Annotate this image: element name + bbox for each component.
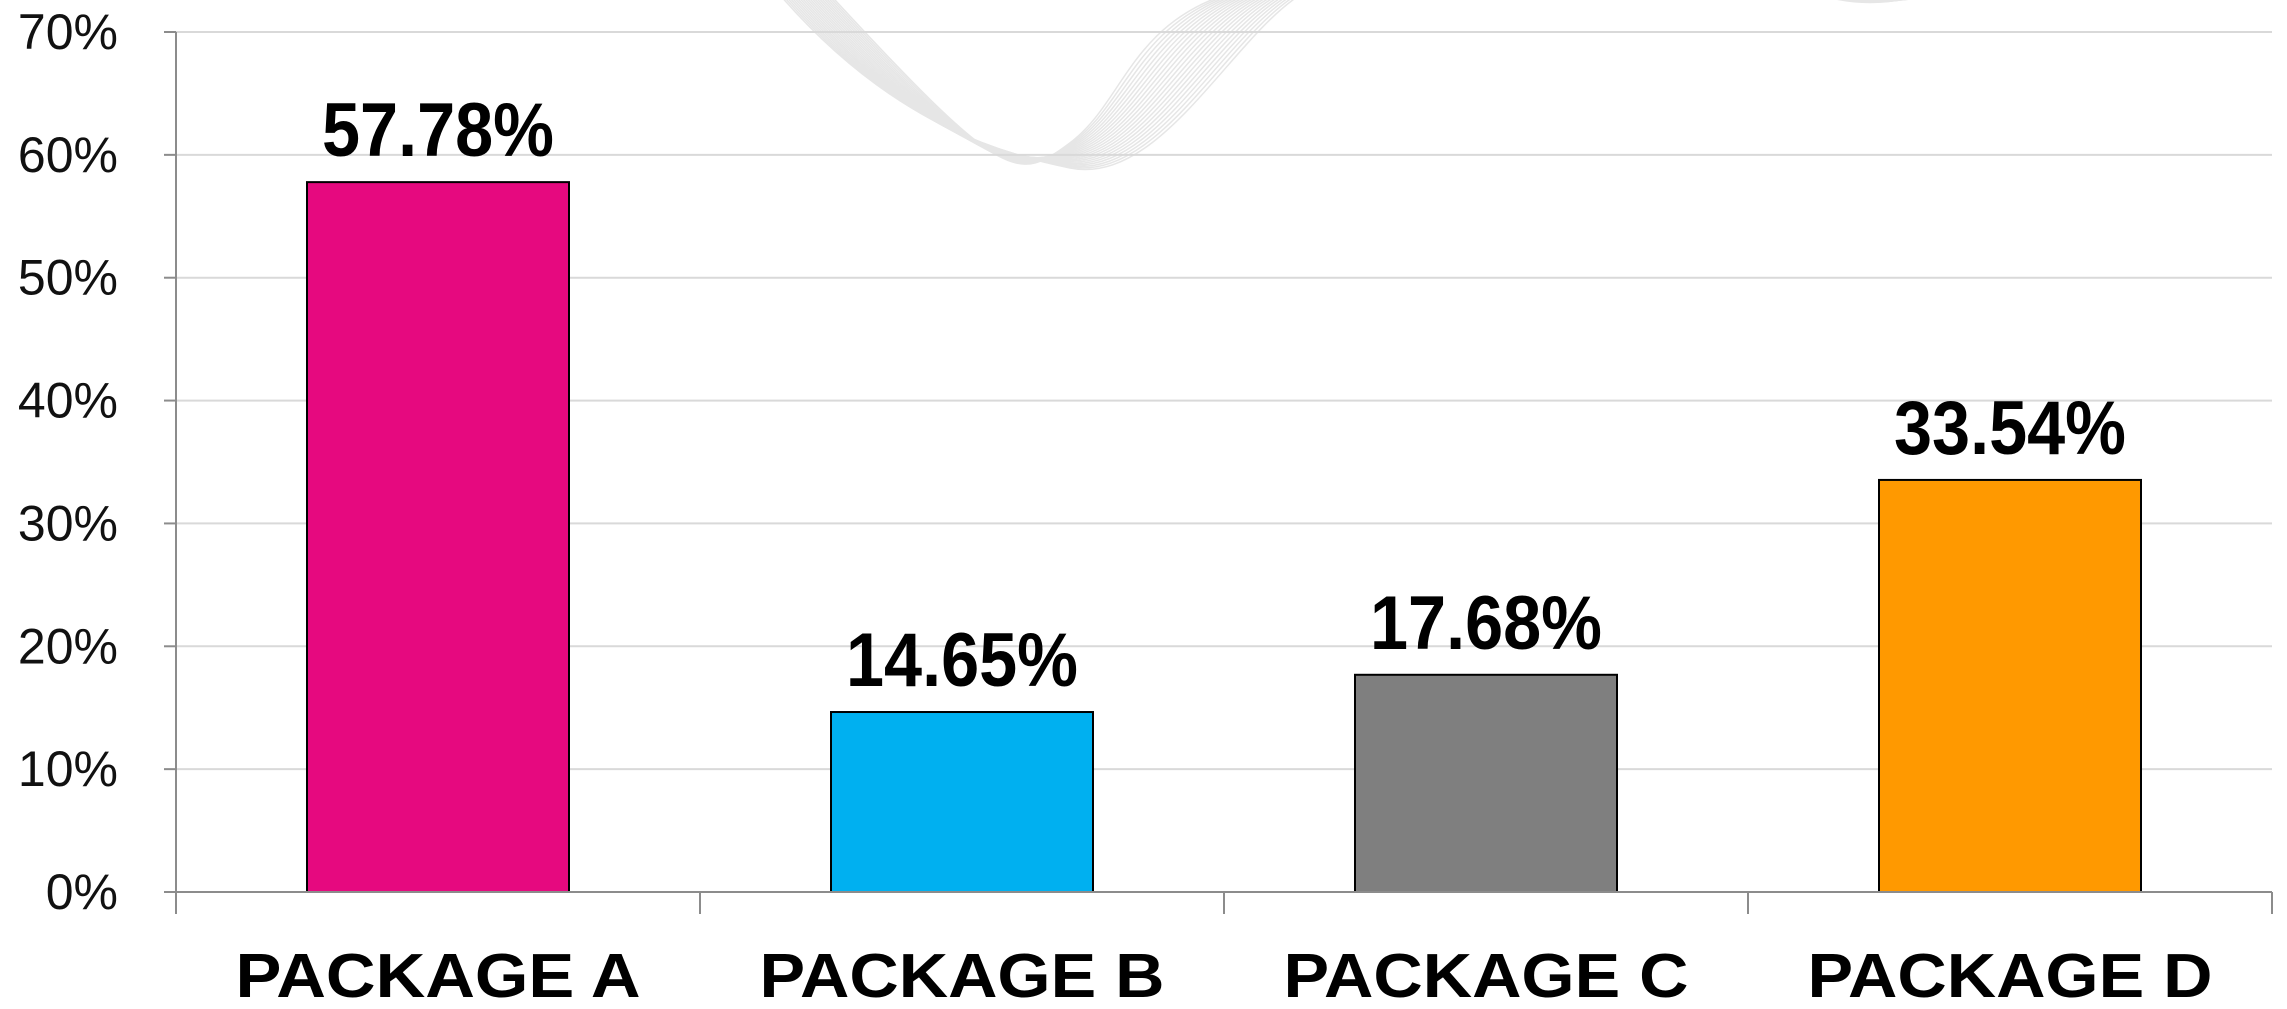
x-category-label: PACKAGE D [1808,942,2213,1009]
swirl-line [826,0,1226,162]
y-tick-label: 50% [18,250,118,306]
swirl-line [812,0,1249,159]
background-swirl-decoration [783,0,1908,171]
y-tick-label: 70% [18,4,118,60]
data-label: 14.65% [846,618,1078,703]
y-tick-label: 0% [46,864,118,920]
x-category-label: PACKAGE B [760,942,1165,1009]
swirl-line [783,0,1295,171]
swirl-line [807,0,1257,159]
bar-package-c [1354,673,1618,893]
swirl-line [795,0,1276,163]
swirl-line [819,0,1238,160]
y-tick-label: 60% [18,127,118,183]
swirl-line [785,0,1291,169]
x-axis-category-labels: PACKAGE A PACKAGE B PACKAGE C PACKAGE D [236,942,2213,1009]
swirl-line [790,0,1283,166]
swirl-line [797,0,1272,162]
swirl-line [817,0,1241,160]
y-tick-label: 20% [18,618,118,674]
bars [306,181,2142,894]
data-label: 33.54% [1894,386,2126,471]
y-tick-label: 30% [18,495,118,551]
swirl-line [802,0,1264,160]
x-category-label: PACKAGE C [1284,942,1689,1009]
y-tick-label: 40% [18,373,118,429]
bar-package-d [1878,478,2142,893]
bar-package-a [306,181,570,894]
swirl-line [824,0,1230,162]
x-category-label: PACKAGE A [236,942,641,1009]
swirl-line [788,0,1287,168]
swirl-line [821,0,1234,161]
swirl-line [800,0,1268,161]
swirl-line [834,0,1214,165]
data-labels: 57.78% 14.65% 17.68% 33.54% [322,88,2126,703]
data-label: 57.78% [322,88,554,173]
bar-package-b [830,711,1094,893]
swirl-line [814,0,1245,159]
axes [164,31,2273,914]
y-axis-tick-labels: 0% 10% 20% 30% 40% 50% 60% 70% [18,4,118,920]
y-tick-label: 10% [18,741,118,797]
swirl-line [793,0,1280,164]
data-label: 17.68% [1370,581,1602,666]
swirl-line [805,0,1261,159]
